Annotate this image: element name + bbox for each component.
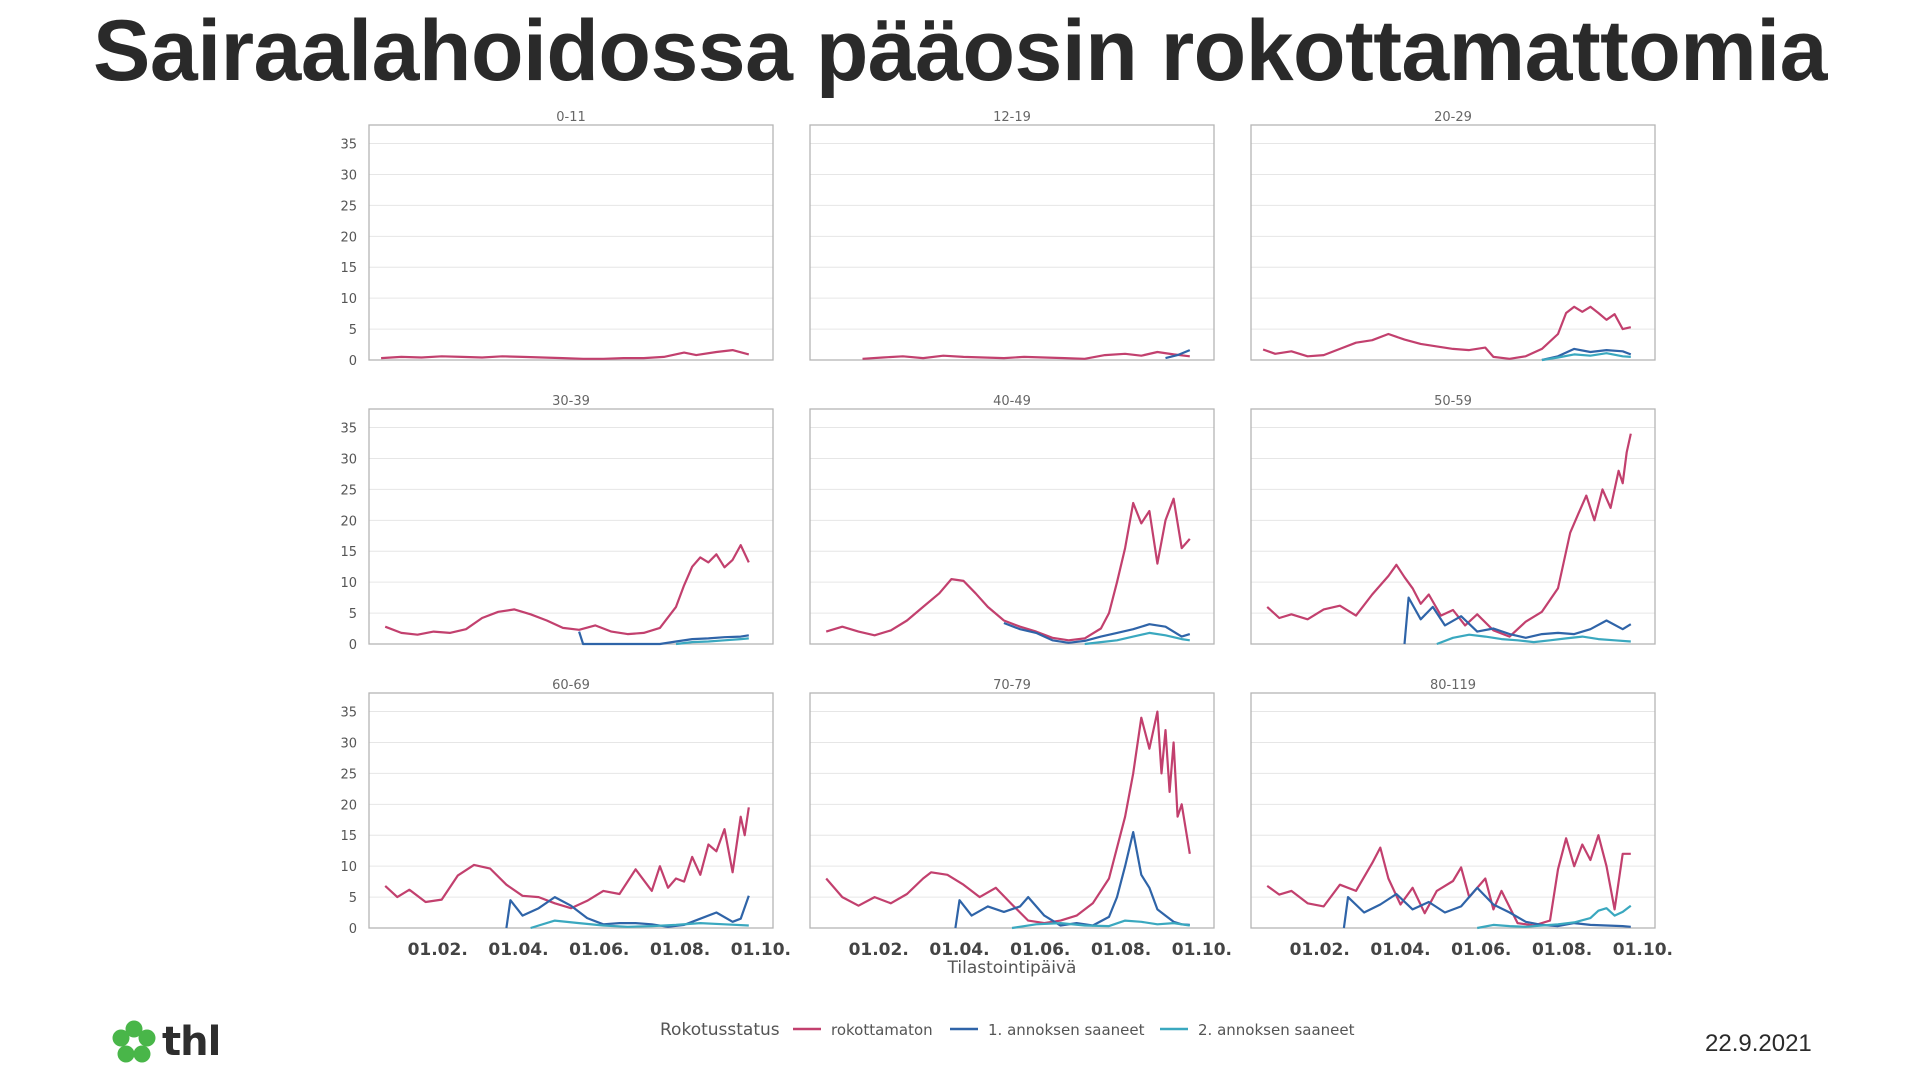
- x-tick-label: 01.02.: [408, 940, 468, 960]
- y-tick-label: 0: [349, 922, 357, 937]
- series-line-annos2: [1084, 631, 1190, 646]
- series-line-rokottamaton: [862, 350, 1190, 360]
- panel-title: 12-19: [993, 110, 1031, 125]
- panel-title: 70-79: [993, 678, 1031, 693]
- series-line-annos1: [505, 895, 750, 929]
- y-tick-label: 0: [349, 638, 357, 653]
- y-tick-label: 0: [349, 354, 357, 369]
- panel-frame: [809, 408, 1215, 645]
- logo-text: thl: [162, 1019, 221, 1065]
- panel-title: 20-29: [1434, 110, 1472, 125]
- y-tick-label: 5: [349, 323, 357, 338]
- y-tick-label: 20: [340, 230, 357, 245]
- thl-logo: thl: [112, 1018, 221, 1066]
- series-line-rokottamaton: [825, 710, 1191, 925]
- series-line-rokottamaton: [384, 543, 750, 636]
- y-tick-label: 25: [340, 483, 357, 498]
- x-tick-label: 01.10.: [731, 940, 791, 960]
- x-tick-label: 01.06.: [1010, 940, 1070, 960]
- series-line-rokottamaton: [825, 497, 1191, 642]
- series-line-annos1: [1541, 347, 1632, 362]
- x-tick-label: 01.06.: [1451, 940, 1511, 960]
- series-line-annos2: [1476, 904, 1632, 930]
- panel-title: 30-39: [552, 394, 590, 409]
- y-tick-label: 20: [340, 798, 357, 813]
- x-tick-label: 01.02.: [1290, 940, 1350, 960]
- series-line-rokottamaton: [1266, 433, 1632, 638]
- x-tick-label: 01.02.: [849, 940, 909, 960]
- y-tick-label: 35: [340, 138, 357, 153]
- y-tick-label: 20: [340, 514, 357, 529]
- y-tick-label: 30: [340, 452, 357, 467]
- y-tick-label: 10: [340, 860, 357, 875]
- x-tick-label: 01.04.: [1370, 940, 1430, 960]
- y-tick-label: 5: [349, 891, 357, 906]
- y-tick-label: 25: [340, 199, 357, 214]
- panel-title: 40-49: [993, 394, 1031, 409]
- series-line-annos1: [1165, 349, 1191, 360]
- series-line-annos1: [1403, 596, 1632, 645]
- series-line-annos2: [1541, 352, 1631, 362]
- y-tick-label: 30: [340, 168, 357, 183]
- y-tick-label: 15: [340, 261, 357, 276]
- panel-frame: [368, 408, 774, 645]
- x-tick-label: 01.06.: [569, 940, 629, 960]
- y-tick-label: 35: [340, 706, 357, 721]
- panel-title: 60-69: [552, 678, 590, 693]
- y-tick-label: 35: [340, 422, 357, 437]
- x-tick-label: 01.08.: [1091, 940, 1151, 960]
- series-line-rokottamaton: [1262, 305, 1632, 360]
- series-line-annos2: [675, 637, 749, 646]
- panel-title: 0-11: [556, 110, 586, 125]
- panel-title: 50-59: [1434, 394, 1472, 409]
- panel-frame: [368, 124, 774, 361]
- y-tick-label: 5: [349, 607, 357, 622]
- series-line-annos1: [954, 830, 1190, 929]
- legend-label-rokottamaton: rokottamaton: [831, 1021, 933, 1039]
- y-tick-label: 10: [340, 576, 357, 591]
- x-tick-label: 01.10.: [1613, 940, 1673, 960]
- series-line-annos2: [1011, 919, 1190, 930]
- y-tick-label: 15: [340, 545, 357, 560]
- y-tick-label: 30: [340, 736, 357, 751]
- legend-title: Rokotusstatus: [660, 1020, 780, 1040]
- legend-label-annos1: 1. annoksen saaneet: [988, 1021, 1145, 1039]
- x-tick-label: 01.08.: [650, 940, 710, 960]
- y-tick-label: 10: [340, 292, 357, 307]
- series-line-rokottamaton: [384, 807, 750, 910]
- series-line-annos2: [1436, 633, 1631, 646]
- x-tick-label: 01.08.: [1532, 940, 1592, 960]
- panel-title: 80-119: [1430, 678, 1476, 693]
- panel-frame: [368, 692, 774, 929]
- panel-frame: [1250, 408, 1656, 645]
- panel-frame: [809, 124, 1215, 361]
- slide-date: 22.9.2021: [1705, 1030, 1812, 1057]
- series-line-annos1: [1342, 886, 1631, 929]
- page-title: Sairaalahoidossa pääosin rokottamattomia: [93, 3, 1827, 99]
- flower-logo-icon: [112, 1020, 156, 1063]
- series-line-annos1: [578, 631, 749, 646]
- y-tick-label: 15: [340, 829, 357, 844]
- x-tick-label: 01.04.: [488, 940, 548, 960]
- legend-label-annos2: 2. annoksen saaneet: [1198, 1021, 1355, 1039]
- panel-frame: [1250, 692, 1656, 929]
- y-tick-label: 25: [340, 767, 357, 782]
- panel-frame: [1250, 124, 1656, 361]
- x-axis-label: Tilastointipäivä: [947, 958, 1077, 978]
- series-line-rokottamaton: [381, 349, 750, 360]
- series-line-annos2: [530, 919, 749, 930]
- series-line-annos1: [1003, 621, 1191, 644]
- x-tick-label: 01.10.: [1172, 940, 1232, 960]
- x-tick-label: 01.04.: [929, 940, 989, 960]
